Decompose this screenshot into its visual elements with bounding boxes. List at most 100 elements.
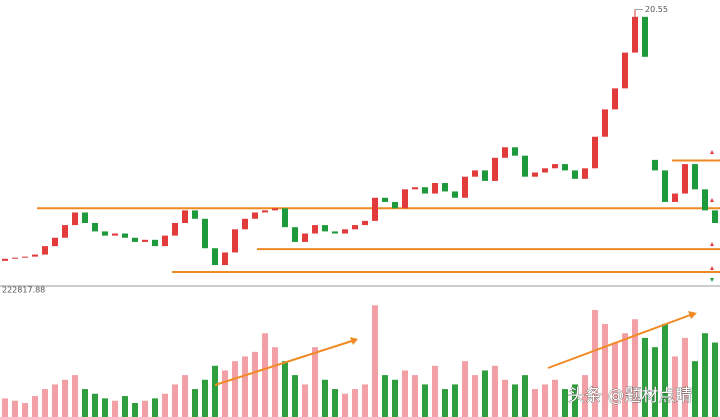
candle <box>342 229 348 234</box>
candle <box>612 88 618 110</box>
candle <box>232 229 238 253</box>
volume-bar <box>82 389 88 417</box>
volume-bar <box>472 375 478 417</box>
candle <box>12 257 18 259</box>
volume-bar <box>172 384 178 417</box>
candle <box>22 256 28 258</box>
volume-bar <box>192 389 198 417</box>
volume-bar <box>72 375 78 417</box>
trend-arrow-head <box>350 337 358 345</box>
candle <box>572 170 578 179</box>
volume-bar <box>462 361 468 417</box>
candle <box>372 197 378 221</box>
candle <box>242 218 248 230</box>
candle <box>272 208 278 211</box>
candle <box>72 212 78 226</box>
candle <box>482 170 488 181</box>
candle <box>152 239 158 247</box>
trend-arrow-head <box>688 311 697 319</box>
candle <box>42 246 48 255</box>
volume-bar <box>552 379 558 417</box>
candle <box>132 237 138 242</box>
volume-bar <box>132 403 138 417</box>
volume-bar <box>142 400 148 417</box>
candle <box>382 197 388 202</box>
candle <box>262 210 268 213</box>
candle <box>632 16 638 53</box>
candle <box>602 109 608 137</box>
candle <box>32 254 38 257</box>
candle <box>172 222 178 236</box>
volume-bar <box>412 375 418 417</box>
candle <box>412 187 418 190</box>
trend-arrow <box>547 313 694 369</box>
candle <box>542 168 548 173</box>
volume-bar <box>42 389 48 417</box>
candle <box>492 157 498 181</box>
volume-bar <box>502 379 508 417</box>
volume-bar <box>2 398 8 417</box>
volume-bar <box>442 389 448 417</box>
candle <box>402 189 408 209</box>
candle <box>222 252 228 266</box>
arrow-icon <box>710 266 714 270</box>
watermark: 头条 @题材点睛 <box>568 386 692 406</box>
volume-bar <box>112 400 118 417</box>
volume-bar <box>452 384 458 417</box>
volume-bar <box>542 384 548 417</box>
volume-bar <box>652 347 658 417</box>
volume-bar <box>612 342 618 417</box>
candle <box>522 155 528 177</box>
candle <box>452 191 458 198</box>
candle <box>682 164 688 194</box>
candle <box>252 212 258 219</box>
volume-bar <box>512 384 518 417</box>
volume-bar <box>12 400 18 417</box>
candle <box>62 225 68 238</box>
volume-bar <box>352 389 358 417</box>
volume-bar <box>662 323 668 417</box>
volume-bar <box>22 403 28 417</box>
candle <box>92 222 98 232</box>
candle <box>622 52 628 89</box>
volume-bar <box>152 398 158 417</box>
candle <box>702 189 708 211</box>
candle <box>672 193 678 202</box>
volume-bar <box>62 379 68 417</box>
candle <box>432 183 438 194</box>
candle <box>532 172 538 177</box>
volume-bar <box>162 393 168 417</box>
candle <box>552 164 558 169</box>
volume-bar <box>592 309 598 417</box>
volume-bar <box>672 356 678 417</box>
volume-bar <box>702 333 708 417</box>
volume-bar <box>532 389 538 417</box>
arrow-icon <box>710 198 714 202</box>
candle <box>102 231 108 236</box>
candle <box>662 170 668 202</box>
candle <box>642 16 648 57</box>
candle <box>712 210 718 223</box>
candle <box>442 183 448 192</box>
candle <box>392 201 398 209</box>
volume-bar <box>432 365 438 417</box>
candle <box>302 233 308 242</box>
volume-bar <box>342 393 348 417</box>
arrow-icon <box>710 278 714 282</box>
volume-bar <box>562 389 568 417</box>
volume-bar <box>32 396 38 417</box>
candle <box>692 164 698 190</box>
volume-bar <box>492 365 498 417</box>
volume-bar <box>402 370 408 417</box>
candle <box>142 239 148 242</box>
volume-bar <box>632 319 638 417</box>
candle <box>182 210 188 223</box>
volume-bar <box>392 379 398 417</box>
candle <box>162 235 168 247</box>
candle <box>82 212 88 223</box>
volume-bar <box>92 393 98 417</box>
volume-bar <box>372 305 378 417</box>
volume-bar <box>422 384 428 417</box>
candle <box>52 237 58 247</box>
